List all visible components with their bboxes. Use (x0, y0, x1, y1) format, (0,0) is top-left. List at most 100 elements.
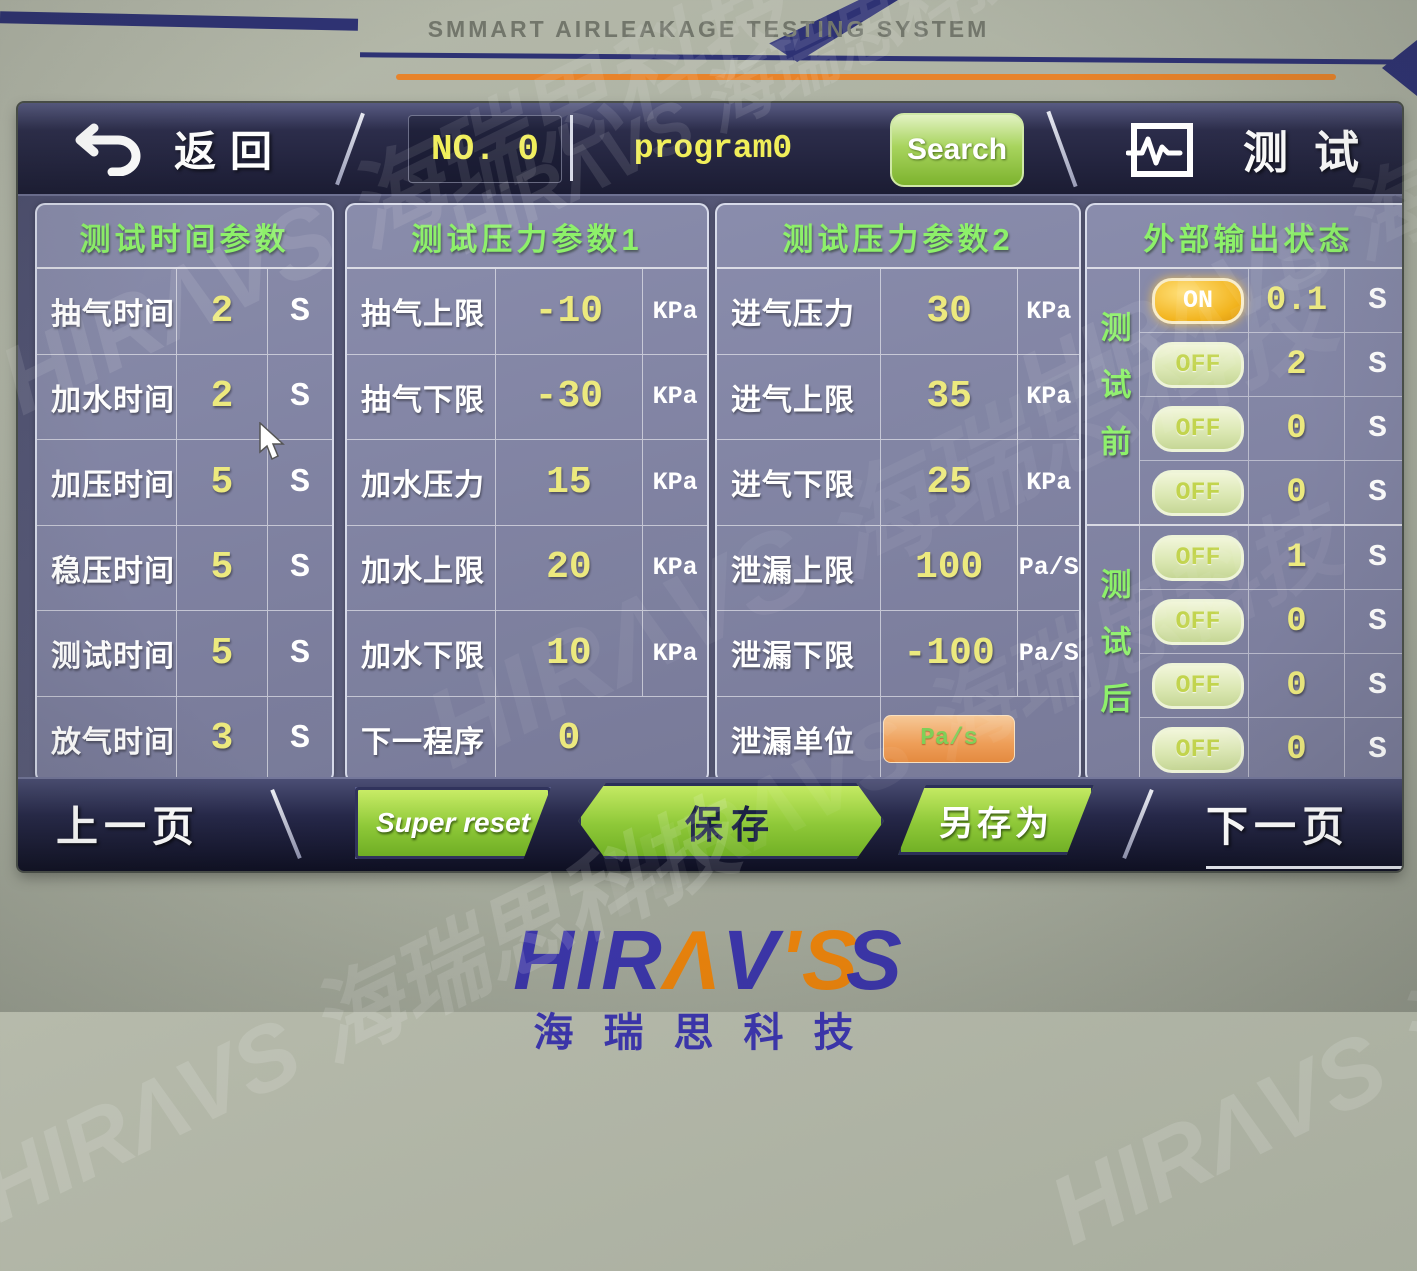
param-label: 稳压时间 (51, 554, 175, 588)
param-value-field[interactable]: -30 (494, 354, 643, 439)
toggle-off-button[interactable]: OFF (1152, 662, 1244, 709)
table-row: 泄漏上限 100 Pa/S (717, 524, 1079, 610)
param-value-field[interactable]: 5 (175, 525, 267, 610)
param-label: 下一程序 (361, 725, 485, 759)
back-arrow-icon (75, 123, 141, 176)
param-value-field[interactable]: 15 (494, 440, 643, 525)
prev-page-button[interactable]: 上一页 (56, 803, 201, 850)
output-row: OFF 2 S (1140, 332, 1402, 396)
device-title: SMMART AIRLEAKAGE TESTING SYSTEM (427, 16, 990, 42)
bezel-orange-line (396, 74, 1336, 80)
program-name[interactable]: program0 (633, 129, 793, 167)
table-row: 加压时间 5 S (37, 439, 332, 525)
pulse-monitor-icon (1126, 123, 1193, 177)
param-value-field[interactable]: 5 (175, 611, 267, 696)
toggle-off-button[interactable]: OFF (1152, 469, 1244, 516)
table-row: 进气下限 25 KPa (717, 439, 1079, 525)
param-value-field[interactable]: 30 (879, 269, 1018, 354)
bezel-line (359, 52, 1417, 65)
output-value-field[interactable]: 1 (1248, 526, 1344, 589)
toggle-off-button[interactable]: OFF (1152, 534, 1244, 581)
output-unit: S (1344, 333, 1402, 396)
param-value-field[interactable]: 3 (175, 696, 267, 781)
output-value-field[interactable]: 0 (1248, 654, 1344, 717)
panel-test-time-params: 测试时间参数 抽气时间 2 S 加水时间 2 S 加压时间 5 S 稳压时间 5… (35, 203, 334, 783)
param-value-field[interactable]: 5 (175, 440, 267, 525)
panel-pressure-params-2: 测试压力参数2 进气压力 30 KPa 进气上限 35 KPa 进气下限 25 … (715, 203, 1081, 783)
param-unit (1017, 697, 1079, 782)
search-button[interactable]: Search (890, 113, 1024, 187)
param-value-field[interactable]: 25 (879, 440, 1018, 525)
next-page-button[interactable]: 下一页 (1206, 793, 1402, 869)
param-unit: Pa/S (1017, 525, 1079, 610)
group-label: 测试后 (1087, 526, 1140, 781)
output-group-after-test: 测试后 OFF 1 S OFF 0 S OFF 0 S (1087, 524, 1402, 781)
output-value-field[interactable]: 0 (1248, 718, 1344, 781)
param-value-field[interactable]: 100 (879, 525, 1018, 610)
output-unit: S (1344, 269, 1402, 332)
header-separator (570, 115, 573, 181)
table-row: 加水上限 20 KPa (347, 524, 707, 610)
program-number-field[interactable]: NO. 0 (408, 115, 562, 183)
header-divider (1046, 110, 1078, 188)
toggle-off-button[interactable]: OFF (1152, 726, 1244, 773)
table-row: 加水压力 15 KPa (347, 439, 707, 525)
output-unit: S (1344, 718, 1402, 781)
output-row: OFF 1 S (1140, 526, 1402, 589)
toggle-on-button[interactable]: ON (1152, 277, 1244, 324)
param-unit: KPa (642, 269, 707, 354)
table-row: 进气上限 35 KPa (717, 353, 1079, 439)
output-group-before-test: 测试前 ON 0.1 S OFF 2 S OFF 0 S (1087, 269, 1402, 524)
table-row: 进气压力 30 KPa (717, 269, 1079, 354)
param-unit: KPa (642, 354, 707, 439)
param-value-field[interactable]: 0 (494, 696, 643, 781)
output-unit: S (1344, 654, 1402, 717)
panel-pressure-params-1: 测试压力参数1 抽气上限 -10 KPa 抽气下限 -30 KPa 加水压力 1… (345, 203, 709, 783)
param-value-field[interactable]: 2 (175, 354, 267, 439)
param-label: 进气上限 (731, 383, 855, 417)
param-label: 加压时间 (51, 469, 175, 503)
test-page-button[interactable]: 测试 (1242, 126, 1385, 178)
param-value-field[interactable]: 2 (175, 269, 267, 354)
footer-bar: 上一页 Super reset 保存 另存为 下一页 (18, 777, 1402, 871)
panel-title: 外部输出状态 (1087, 205, 1402, 269)
param-value-field[interactable]: 10 (494, 611, 643, 696)
panel-external-output-status: 外部输出状态 测试前 ON 0.1 S OFF 2 S OFF (1085, 203, 1402, 783)
param-unit: S (267, 525, 332, 610)
param-value-field[interactable]: 35 (879, 354, 1018, 439)
param-value-field[interactable]: -100 (879, 611, 1018, 696)
output-unit: S (1344, 461, 1402, 524)
param-unit: KPa (642, 611, 707, 696)
header-bar: 返回 NO. 0 program0 Search 测试 (18, 103, 1402, 196)
param-value-field[interactable]: -10 (494, 269, 643, 354)
toggle-off-button[interactable]: OFF (1152, 405, 1244, 452)
toggle-off-button[interactable]: OFF (1152, 598, 1244, 645)
output-value-field[interactable]: 0 (1248, 590, 1344, 653)
footer-divider (1122, 788, 1154, 860)
leak-unit-button[interactable]: Pa/s (883, 714, 1016, 763)
toggle-off-button[interactable]: OFF (1152, 341, 1244, 388)
param-label: 加水时间 (51, 383, 175, 417)
output-row: ON 0.1 S (1140, 269, 1402, 332)
footer-divider (270, 788, 302, 860)
param-label: 测试时间 (51, 640, 175, 674)
output-value-field[interactable]: 2 (1248, 333, 1344, 396)
output-value-field[interactable]: 0 (1248, 397, 1344, 460)
panel-title: 测试时间参数 (37, 205, 332, 269)
output-unit: S (1344, 526, 1402, 589)
param-unit (642, 697, 707, 782)
param-label: 加水压力 (361, 469, 485, 503)
param-unit: S (267, 354, 332, 439)
back-button[interactable]: 返回 (72, 117, 372, 179)
param-unit: S (267, 611, 332, 696)
param-label: 进气下限 (731, 469, 855, 503)
super-reset-button[interactable]: Super reset (355, 787, 551, 859)
output-value-field[interactable]: 0.1 (1248, 269, 1344, 332)
output-value-field[interactable]: 0 (1248, 461, 1344, 524)
save-button[interactable]: 保存 (578, 783, 884, 859)
save-as-button[interactable]: 另存为 (898, 785, 1094, 855)
table-row: 加水时间 2 S (37, 353, 332, 439)
param-value-field[interactable]: 20 (494, 525, 643, 610)
param-label: 泄漏上限 (731, 554, 855, 588)
param-unit: KPa (642, 440, 707, 525)
